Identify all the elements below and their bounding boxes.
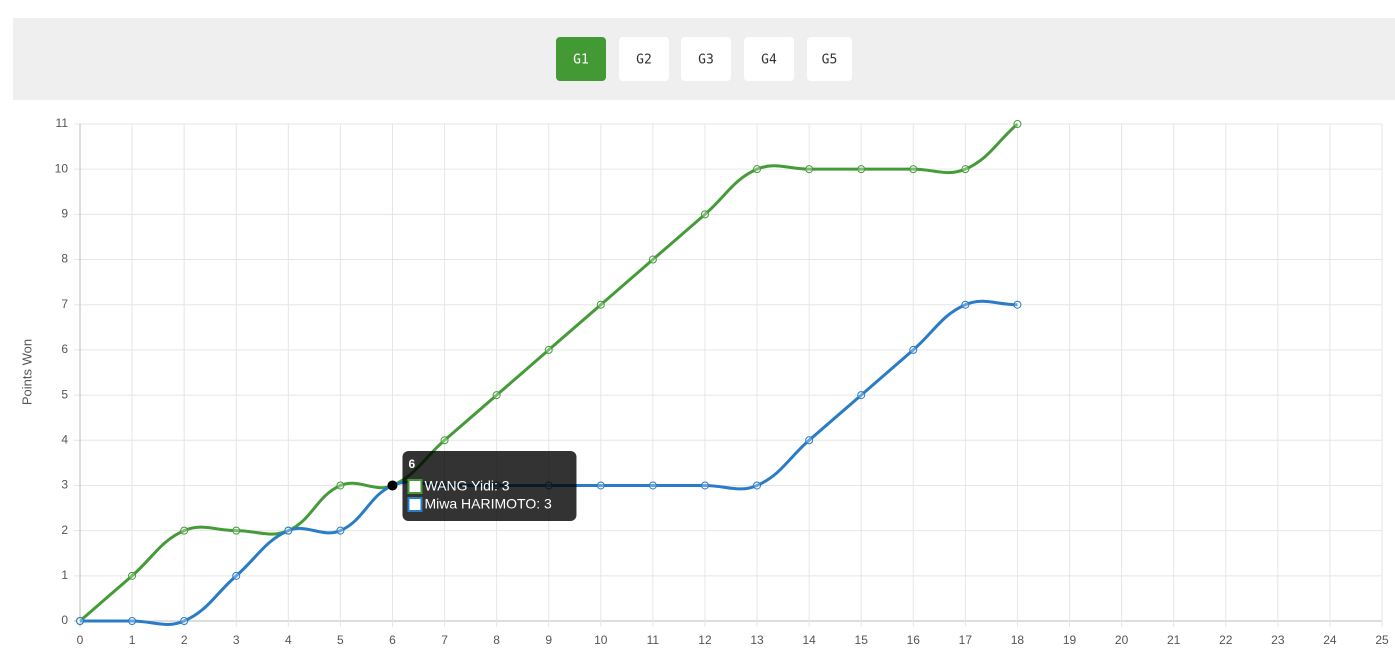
x-tick-label: 18 [1011,633,1025,647]
x-tick-label: 19 [1063,633,1077,647]
data-point[interactable] [700,481,709,490]
x-tick-label: 25 [1375,633,1389,647]
data-point[interactable] [284,526,293,535]
data-point[interactable] [700,210,709,219]
tooltip-box [402,451,577,521]
data-point[interactable] [1013,120,1022,128]
x-tick-label: 7 [441,633,448,647]
data-point[interactable] [909,165,918,174]
tab-label[interactable]: G1 [573,53,589,68]
y-axis-label: Points Won [19,339,34,405]
y-tick-label: 5 [61,387,68,401]
y-tick-label: 8 [61,252,68,266]
data-point[interactable] [128,617,137,625]
x-tick-label: 9 [545,633,552,647]
y-tick-label: 11 [56,116,69,130]
tooltip-swatch [407,479,423,494]
y-tick-label: 6 [61,342,68,356]
tooltip-item: WANG Yidi: 3 [424,478,509,494]
data-point[interactable] [805,436,814,445]
tab-button[interactable] [556,37,606,81]
x-tick-label: 0 [77,633,84,647]
x-tick-label: 17 [959,633,973,647]
x-tick-label: 4 [285,633,292,647]
series-line [79,122,1019,623]
tooltip-swatch [407,497,423,512]
data-point[interactable] [857,391,866,400]
data-point[interactable] [909,345,918,354]
y-tick-label: 9 [61,207,68,221]
y-tick-label: 0 [61,613,68,627]
data-point[interactable] [648,255,657,264]
tab-button[interactable] [619,37,669,81]
x-tick-label: 16 [907,633,921,647]
x-tick-label: 5 [337,633,344,647]
tab-button[interactable] [744,37,794,81]
data-point[interactable] [180,526,189,535]
tab-button[interactable] [807,37,852,81]
data-point[interactable] [440,436,449,445]
data-point[interactable] [232,526,241,535]
x-tick-label: 23 [1271,633,1285,647]
data-point[interactable] [753,481,762,490]
tab-label[interactable]: G3 [698,53,714,68]
x-tick-label: 13 [750,633,764,647]
data-point[interactable] [1013,300,1022,309]
x-tick-label: 22 [1219,633,1233,647]
tooltip-item: Miwa HARIMOTO: 3 [424,496,552,512]
data-point[interactable] [336,481,345,490]
data-point[interactable] [648,481,657,490]
x-tick-label: 1 [129,633,136,647]
y-tick-label: 4 [61,432,68,446]
y-tick-label: 10 [55,161,69,175]
data-point[interactable] [492,391,501,400]
tab-label[interactable]: G4 [761,53,777,68]
y-tick-label: 1 [61,568,68,582]
data-point[interactable] [180,617,189,625]
x-tick-label: 24 [1323,633,1337,647]
tab-label[interactable]: G2 [636,53,652,68]
tooltip-title: 6 [408,457,415,471]
data-point[interactable] [596,481,605,490]
x-tick-label: 2 [181,633,188,647]
x-tick-label: 10 [594,633,608,647]
x-tick-label: 15 [855,633,869,647]
hover-point [387,480,398,491]
data-point[interactable] [544,345,553,354]
x-tick-label: 12 [698,633,712,647]
data-point[interactable] [961,300,970,309]
x-tick-label: 14 [802,633,816,647]
data-point[interactable] [76,617,84,625]
y-tick-label: 7 [61,297,68,311]
tab-label[interactable]: G5 [822,53,838,68]
data-point[interactable] [336,526,345,535]
data-point[interactable] [753,165,762,174]
data-point[interactable] [857,165,866,174]
x-tick-label: 20 [1115,633,1129,647]
data-point[interactable] [232,571,241,580]
data-point[interactable] [805,165,814,174]
x-tick-label: 21 [1167,633,1181,647]
data-point[interactable] [961,165,970,174]
x-tick-label: 11 [647,633,660,647]
tab-button[interactable] [681,37,731,81]
x-tick-label: 8 [493,633,500,647]
x-tick-label: 6 [389,633,396,647]
data-point[interactable] [128,571,137,580]
x-tick-label: 3 [233,633,240,647]
y-tick-label: 2 [61,523,68,537]
data-point[interactable] [596,300,605,309]
y-tick-label: 3 [61,478,68,492]
